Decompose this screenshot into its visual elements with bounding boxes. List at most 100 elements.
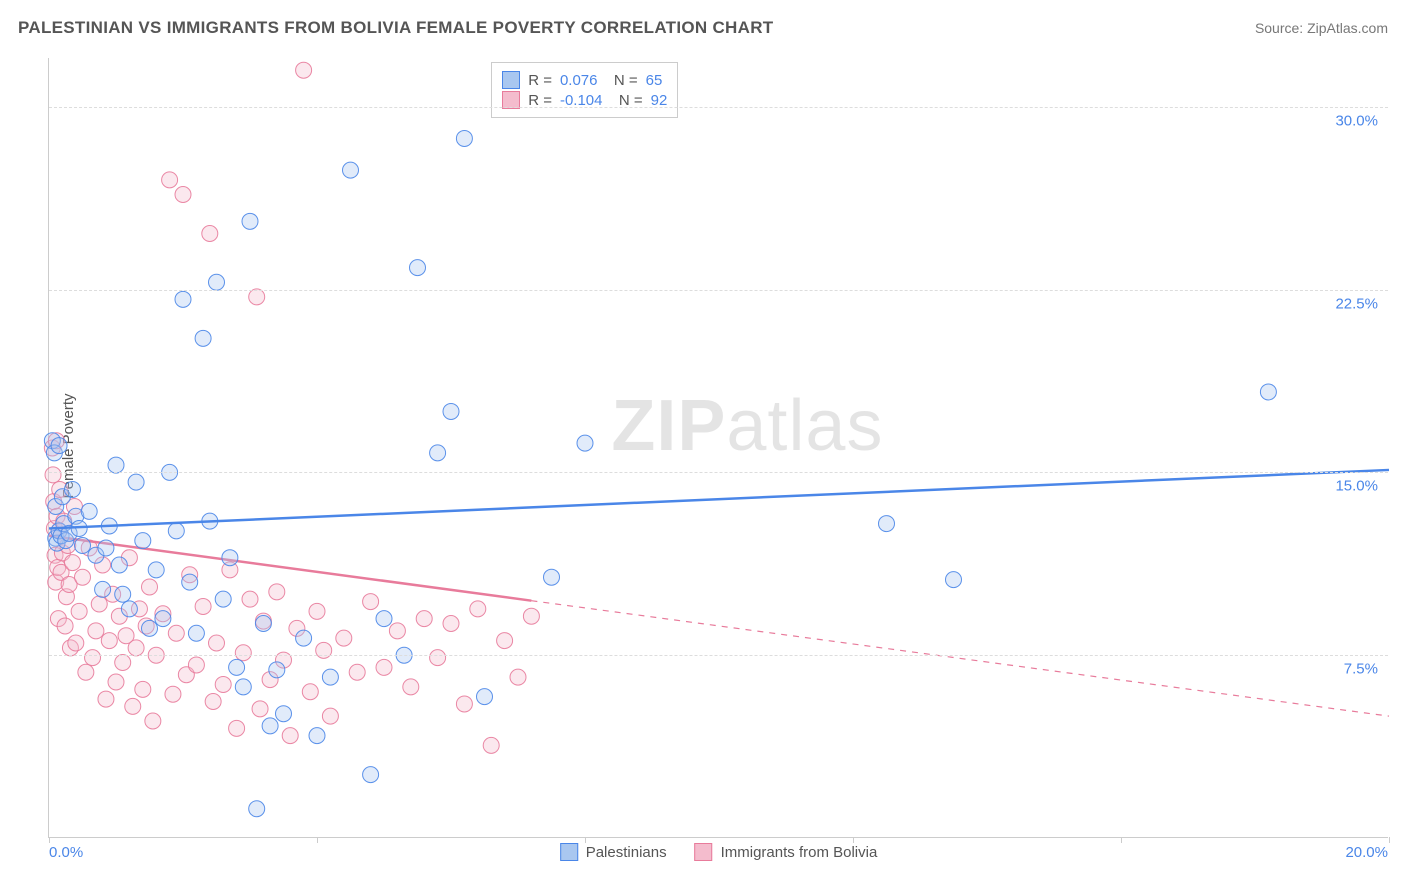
scatter-point-bolivia — [205, 694, 221, 710]
chart-title: PALESTINIAN VS IMMIGRANTS FROM BOLIVIA F… — [18, 18, 773, 38]
scatter-point-palestinians — [75, 538, 91, 554]
scatter-point-bolivia — [252, 701, 268, 717]
scatter-point-bolivia — [64, 555, 80, 571]
scatter-point-bolivia — [101, 633, 117, 649]
scatter-point-palestinians — [242, 213, 258, 229]
scatter-point-bolivia — [302, 684, 318, 700]
scatter-point-palestinians — [255, 616, 271, 632]
scatter-point-palestinians — [222, 550, 238, 566]
x-tick — [317, 837, 318, 843]
gridline — [49, 655, 1388, 656]
scatter-point-palestinians — [115, 586, 131, 602]
scatter-point-bolivia — [282, 728, 298, 744]
scatter-point-palestinians — [343, 162, 359, 178]
scatter-point-bolivia — [145, 713, 161, 729]
scatter-point-bolivia — [229, 720, 245, 736]
scatter-point-bolivia — [403, 679, 419, 695]
scatter-point-palestinians — [235, 679, 251, 695]
swatch-palestinians — [560, 843, 578, 861]
scatter-point-palestinians — [577, 435, 593, 451]
scatter-point-palestinians — [1260, 384, 1276, 400]
x-tick — [853, 837, 854, 843]
scatter-point-bolivia — [483, 737, 499, 753]
y-tick-label: 7.5% — [1344, 661, 1378, 678]
scatter-point-palestinians — [410, 260, 426, 276]
scatter-point-bolivia — [188, 657, 204, 673]
scatter-point-bolivia — [68, 635, 84, 651]
scatter-point-bolivia — [115, 655, 131, 671]
scatter-point-palestinians — [135, 533, 151, 549]
scatter-point-bolivia — [456, 696, 472, 712]
scatter-point-palestinians — [148, 562, 164, 578]
scatter-point-bolivia — [430, 650, 446, 666]
scatter-point-bolivia — [45, 467, 61, 483]
swatch-bolivia — [695, 843, 713, 861]
x-tick — [1121, 837, 1122, 843]
scatter-point-palestinians — [477, 689, 493, 705]
scatter-point-bolivia — [235, 645, 251, 661]
legend-n-label: N = — [606, 72, 638, 89]
plot-svg — [49, 58, 1388, 837]
gridline — [49, 472, 1388, 473]
scatter-point-palestinians — [195, 330, 211, 346]
scatter-point-bolivia — [363, 594, 379, 610]
scatter-point-palestinians — [182, 574, 198, 590]
scatter-point-palestinians — [879, 516, 895, 532]
scatter-point-bolivia — [108, 674, 124, 690]
scatter-point-bolivia — [98, 691, 114, 707]
scatter-point-palestinians — [309, 728, 325, 744]
scatter-point-palestinians — [215, 591, 231, 607]
scatter-point-palestinians — [296, 630, 312, 646]
x-tick — [49, 837, 50, 843]
scatter-point-bolivia — [202, 226, 218, 242]
legend-n-value-palestinians: 65 — [646, 72, 663, 89]
scatter-point-palestinians — [64, 481, 80, 497]
scatter-point-palestinians — [111, 557, 127, 573]
scatter-point-bolivia — [75, 569, 91, 585]
trend-line-palestinians — [49, 470, 1389, 529]
scatter-point-palestinians — [98, 540, 114, 556]
scatter-point-palestinians — [456, 130, 472, 146]
correlation-legend: R = 0.076 N = 65 R = -0.104 N = 92 — [491, 62, 678, 118]
y-tick-label: 30.0% — [1335, 112, 1378, 129]
scatter-point-bolivia — [389, 623, 405, 639]
scatter-point-palestinians — [269, 662, 285, 678]
legend-item-bolivia: Immigrants from Bolivia — [695, 843, 878, 861]
title-bar: PALESTINIAN VS IMMIGRANTS FROM BOLIVIA F… — [18, 18, 1388, 38]
scatter-point-bolivia — [142, 579, 158, 595]
scatter-point-bolivia — [523, 608, 539, 624]
scatter-point-bolivia — [443, 616, 459, 632]
scatter-point-palestinians — [322, 669, 338, 685]
scatter-point-bolivia — [168, 625, 184, 641]
scatter-point-palestinians — [51, 438, 67, 454]
scatter-point-bolivia — [175, 187, 191, 203]
scatter-point-bolivia — [322, 708, 338, 724]
scatter-point-bolivia — [497, 633, 513, 649]
legend-item-palestinians: Palestinians — [560, 843, 667, 861]
scatter-point-palestinians — [175, 291, 191, 307]
swatch-palestinians — [502, 71, 520, 89]
scatter-point-bolivia — [376, 659, 392, 675]
legend-r-label: R = — [528, 72, 552, 89]
legend-label-bolivia: Immigrants from Bolivia — [721, 844, 878, 861]
x-tick — [1389, 837, 1390, 843]
scatter-point-bolivia — [416, 611, 432, 627]
scatter-point-palestinians — [363, 767, 379, 783]
scatter-point-palestinians — [443, 403, 459, 419]
scatter-point-bolivia — [135, 681, 151, 697]
scatter-point-palestinians — [544, 569, 560, 585]
scatter-point-palestinians — [946, 572, 962, 588]
series-legend: Palestinians Immigrants from Bolivia — [560, 843, 878, 861]
scatter-point-bolivia — [269, 584, 285, 600]
legend-label-palestinians: Palestinians — [586, 844, 667, 861]
scatter-point-palestinians — [188, 625, 204, 641]
y-tick-label: 15.0% — [1335, 478, 1378, 495]
scatter-point-palestinians — [142, 620, 158, 636]
scatter-point-bolivia — [215, 676, 231, 692]
scatter-point-palestinians — [155, 611, 171, 627]
gridline — [49, 290, 1388, 291]
scatter-point-palestinians — [430, 445, 446, 461]
scatter-point-bolivia — [296, 62, 312, 78]
scatter-point-bolivia — [209, 635, 225, 651]
scatter-point-bolivia — [309, 603, 325, 619]
